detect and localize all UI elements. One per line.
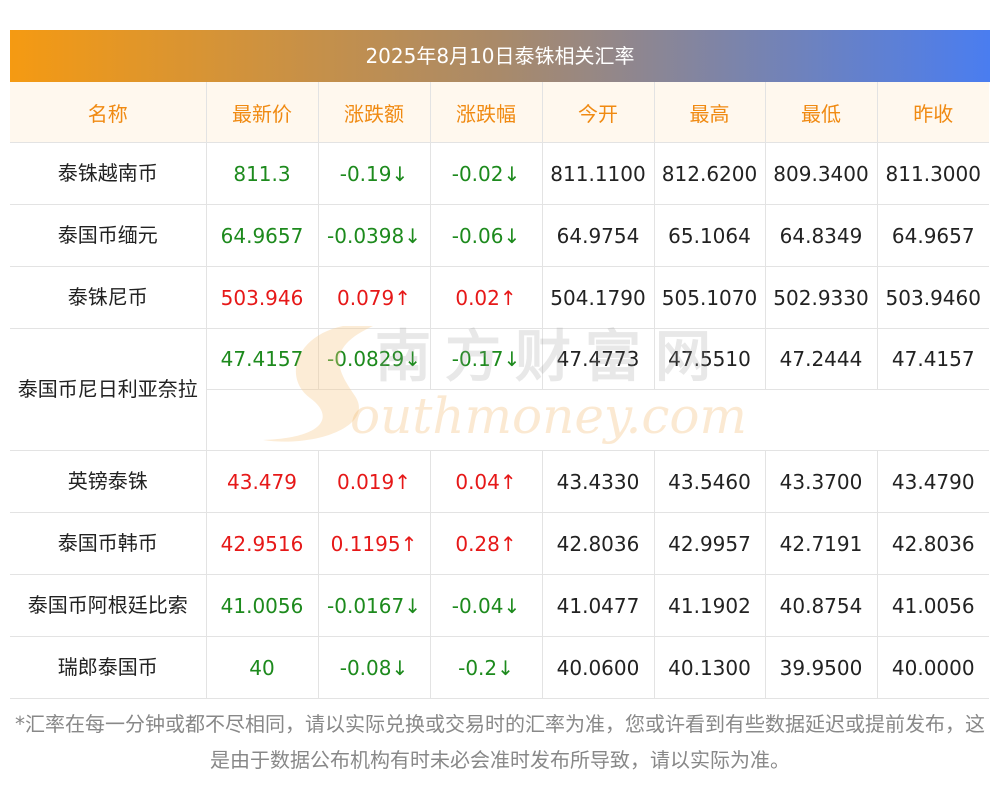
- prev-close-price: 64.9657: [877, 204, 989, 267]
- change-amount: 0.019↑: [318, 450, 431, 513]
- table-row: 泰铢尼币 503.946 0.079↑ 0.02↑ 504.1790 505.1…: [10, 266, 989, 329]
- high-price: 47.5510: [654, 328, 766, 390]
- change-amount: 0.1195↑: [318, 512, 431, 575]
- open-price: 40.0600: [542, 636, 655, 699]
- low-price: 42.7191: [765, 512, 878, 575]
- currency-pair-name: 英镑泰铢: [10, 450, 207, 513]
- prev-close-price: 43.4790: [877, 450, 989, 513]
- currency-pair-name: 泰铢越南币: [10, 142, 207, 205]
- change-percent: 0.02↑: [430, 266, 543, 329]
- change-percent: 0.04↑: [430, 450, 543, 513]
- high-price: 505.1070: [654, 266, 766, 329]
- change-amount: -0.0167↓: [318, 574, 431, 637]
- high-price: 43.5460: [654, 450, 766, 513]
- change-amount: -0.0829↓: [318, 328, 431, 390]
- latest-price: 64.9657: [206, 204, 319, 267]
- change-percent: -0.17↓: [430, 328, 543, 390]
- change-percent: -0.2↓: [430, 636, 543, 699]
- header-prev-close: 昨收: [877, 82, 989, 143]
- prev-close-price: 811.3000: [877, 142, 989, 205]
- low-price: 43.3700: [765, 450, 878, 513]
- open-price: 47.4773: [542, 328, 655, 390]
- header-open: 今开: [542, 82, 655, 143]
- prev-close-price: 42.8036: [877, 512, 989, 575]
- low-price: 47.2444: [765, 328, 878, 390]
- table-row: 泰国币缅元 64.9657 -0.0398↓ -0.06↓ 64.9754 65…: [10, 204, 989, 267]
- table-row: 瑞郎泰国币 40 -0.08↓ -0.2↓ 40.0600 40.1300 39…: [10, 636, 989, 699]
- open-price: 504.1790: [542, 266, 655, 329]
- low-price: 40.8754: [765, 574, 878, 637]
- empty-cell: [206, 389, 989, 451]
- open-price: 41.0477: [542, 574, 655, 637]
- latest-price: 43.479: [206, 450, 319, 513]
- currency-pair-name: 泰铢尼币: [10, 266, 207, 329]
- open-price: 42.8036: [542, 512, 655, 575]
- prev-close-price: 40.0000: [877, 636, 989, 699]
- table-row: 泰国币韩币 42.9516 0.1195↑ 0.28↑ 42.8036 42.9…: [10, 512, 989, 575]
- low-price: 39.9500: [765, 636, 878, 699]
- header-high: 最高: [654, 82, 766, 143]
- change-percent: -0.02↓: [430, 142, 543, 205]
- currency-pair-name: 瑞郎泰国币: [10, 636, 207, 699]
- currency-pair-name: 泰国币缅元: [10, 204, 207, 267]
- currency-pair-name: 泰国币尼日利亚奈拉: [10, 328, 207, 451]
- exchange-rate-table: 名称 最新价 涨跌额 涨跌幅 今开 最高 最低 昨收 泰铢越南币 811.3 -…: [10, 82, 989, 699]
- table-row: 泰国币尼日利亚奈拉 47.4157 -0.0829↓ -0.17↓ 47.477…: [10, 328, 989, 451]
- table-row: 英镑泰铢 43.479 0.019↑ 0.04↑ 43.4330 43.5460…: [10, 450, 989, 513]
- table-row-continuation: [10, 389, 989, 451]
- high-price: 41.1902: [654, 574, 766, 637]
- open-price: 43.4330: [542, 450, 655, 513]
- high-price: 42.9957: [654, 512, 766, 575]
- latest-price: 41.0056: [206, 574, 319, 637]
- header-change: 涨跌额: [318, 82, 431, 143]
- prev-close-price: 503.9460: [877, 266, 989, 329]
- latest-price: 40: [206, 636, 319, 699]
- table-header-row: 名称 最新价 涨跌额 涨跌幅 今开 最高 最低 昨收: [10, 82, 989, 143]
- change-percent: -0.04↓: [430, 574, 543, 637]
- change-amount: -0.08↓: [318, 636, 431, 699]
- currency-pair-name: 泰国币韩币: [10, 512, 207, 575]
- low-price: 502.9330: [765, 266, 878, 329]
- high-price: 65.1064: [654, 204, 766, 267]
- change-amount: 0.079↑: [318, 266, 431, 329]
- header-low: 最低: [765, 82, 878, 143]
- latest-price: 811.3: [206, 142, 319, 205]
- change-percent: 0.28↑: [430, 512, 543, 575]
- high-price: 40.1300: [654, 636, 766, 699]
- header-latest-price: 最新价: [206, 82, 319, 143]
- low-price: 64.8349: [765, 204, 878, 267]
- change-percent: -0.06↓: [430, 204, 543, 267]
- table-row: 泰国币阿根廷比索 41.0056 -0.0167↓ -0.04↓ 41.0477…: [10, 574, 989, 637]
- low-price: 809.3400: [765, 142, 878, 205]
- prev-close-price: 47.4157: [877, 328, 989, 390]
- change-amount: -0.0398↓: [318, 204, 431, 267]
- table-row: 泰铢越南币 811.3 -0.19↓ -0.02↓ 811.1100 812.6…: [10, 142, 989, 205]
- latest-price: 503.946: [206, 266, 319, 329]
- disclaimer-footnote: *汇率在每一分钟或都不尽相同，请以实际兑换或交易时的汇率为准，您或许看到有些数据…: [15, 712, 985, 772]
- latest-price: 42.9516: [206, 512, 319, 575]
- high-price: 812.6200: [654, 142, 766, 205]
- open-price: 811.1100: [542, 142, 655, 205]
- page-title: 2025年8月10日泰铢相关汇率: [10, 30, 990, 82]
- change-amount: -0.19↓: [318, 142, 431, 205]
- open-price: 64.9754: [542, 204, 655, 267]
- header-change-pct: 涨跌幅: [430, 82, 543, 143]
- prev-close-price: 41.0056: [877, 574, 989, 637]
- header-name: 名称: [10, 82, 207, 143]
- currency-pair-name: 泰国币阿根廷比索: [10, 574, 207, 637]
- latest-price: 47.4157: [206, 328, 319, 390]
